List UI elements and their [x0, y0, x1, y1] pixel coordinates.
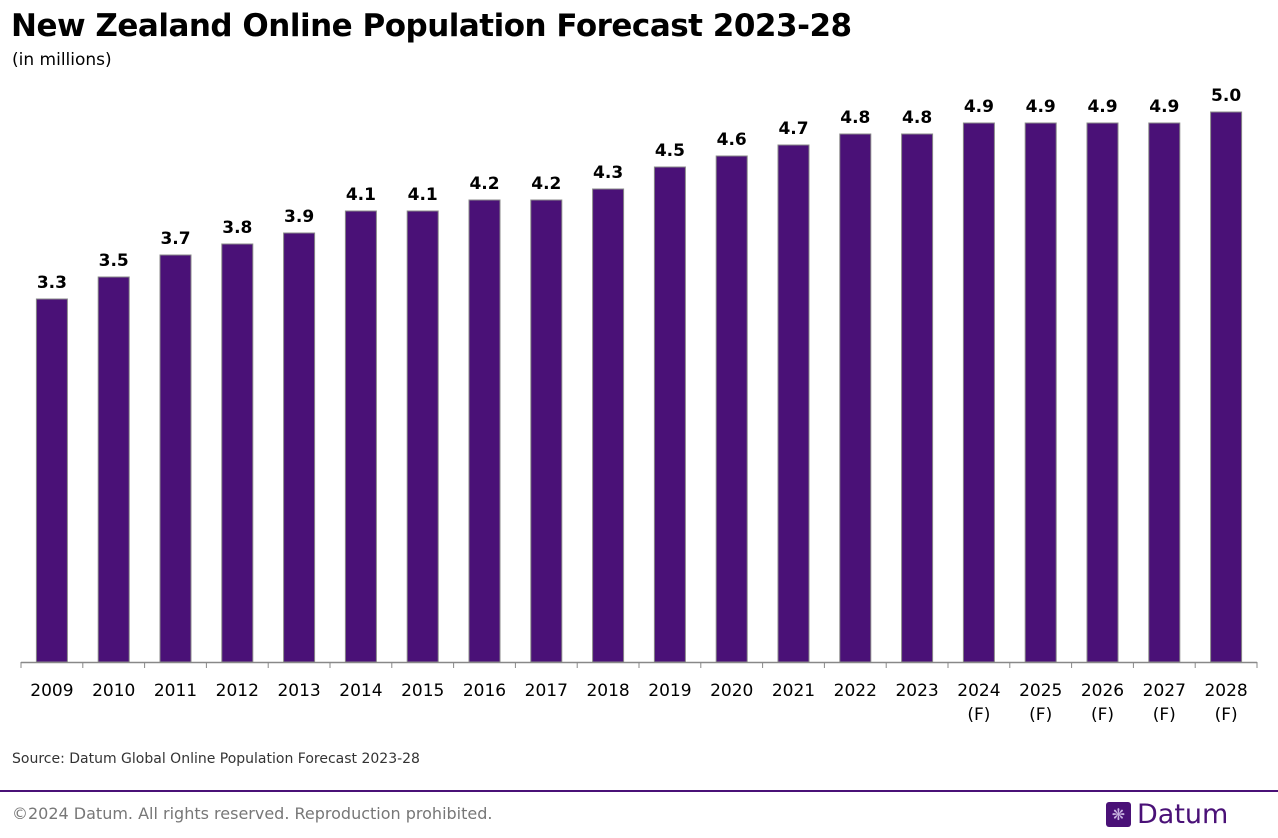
data-label: 4.8 [902, 108, 932, 128]
bar [221, 243, 254, 663]
data-label: 4.9 [1149, 97, 1179, 117]
x-tick-label: 2017 [525, 681, 568, 701]
data-label: 3.3 [37, 273, 67, 293]
x-tick-label: 2009 [30, 681, 73, 701]
footer-divider [0, 790, 1278, 792]
bar [344, 210, 377, 663]
source-note: Source: Datum Global Online Population F… [12, 751, 420, 767]
x-tick-label: 2021 [772, 681, 815, 701]
x-tick-label: 2010 [92, 681, 135, 701]
data-label: 4.9 [964, 97, 994, 117]
bar [35, 298, 68, 663]
bar [653, 166, 686, 663]
x-tick-label: (F) [1091, 705, 1114, 725]
x-tick-label: 2014 [339, 681, 382, 701]
bar [715, 155, 748, 663]
data-label: 4.5 [655, 141, 685, 161]
data-label: 4.6 [717, 130, 747, 150]
bar [839, 133, 872, 663]
x-tick-label: 2024 [957, 681, 1000, 701]
x-tick-label: (F) [1029, 705, 1052, 725]
x-tick-label: 2028 [1204, 681, 1247, 701]
data-label: 3.7 [160, 229, 190, 249]
data-label: 4.1 [408, 185, 438, 205]
x-tick-label: 2012 [216, 681, 259, 701]
bar [1210, 111, 1243, 663]
x-tick-label: 2015 [401, 681, 444, 701]
x-tick-label: 2018 [586, 681, 629, 701]
data-label: 3.9 [284, 207, 314, 227]
bar-chart: 3.3 2009 3.5 2010 3.7 2011 3.8 2012 3.9 2013 4.1 20… [20, 86, 1258, 725]
data-label: 4.2 [531, 174, 561, 194]
copyright-text: ©2024 Datum. All rights reserved. Reprod… [12, 804, 493, 823]
x-tick-label: (F) [1215, 705, 1238, 725]
chart-subtitle: (in millions) [12, 50, 112, 70]
chart-title: New Zealand Online Population Forecast 2… [11, 8, 852, 44]
bar [962, 122, 995, 663]
data-label: 4.9 [1026, 97, 1056, 117]
bar [901, 133, 934, 663]
bar [283, 232, 316, 663]
x-tick-label: 2020 [710, 681, 753, 701]
data-label: 4.8 [840, 108, 870, 128]
data-label: 3.8 [222, 218, 252, 238]
bar [406, 210, 439, 663]
bar [468, 199, 501, 663]
bar [530, 199, 563, 663]
data-label: 4.9 [1087, 97, 1117, 117]
globe-icon: ❋ [1106, 802, 1131, 827]
bar [97, 276, 130, 663]
x-tick-label: 2023 [895, 681, 938, 701]
data-label: 4.7 [778, 119, 808, 139]
bar [159, 254, 192, 663]
bar [592, 188, 625, 663]
x-tick-label: (F) [967, 705, 990, 725]
datum-logo: ❋ Datum [1106, 799, 1228, 830]
data-label: 3.5 [99, 251, 129, 271]
x-tick-label: 2019 [648, 681, 691, 701]
bar [1024, 122, 1057, 663]
x-tick-label: 2016 [463, 681, 506, 701]
x-tick-label: 2026 [1081, 681, 1124, 701]
data-label: 4.3 [593, 163, 623, 183]
bar [777, 144, 810, 663]
data-label: 4.1 [346, 185, 376, 205]
bar [1148, 122, 1181, 663]
x-tick-label: 2025 [1019, 681, 1062, 701]
bar [1086, 122, 1119, 663]
x-tick-label: 2011 [154, 681, 197, 701]
x-tick-label: 2022 [834, 681, 877, 701]
x-tick-label: (F) [1153, 705, 1176, 725]
data-label: 5.0 [1211, 86, 1241, 106]
logo-text: Datum [1137, 799, 1229, 830]
x-tick-label: 2027 [1143, 681, 1186, 701]
x-tick-label: 2013 [277, 681, 320, 701]
data-label: 4.2 [469, 174, 499, 194]
